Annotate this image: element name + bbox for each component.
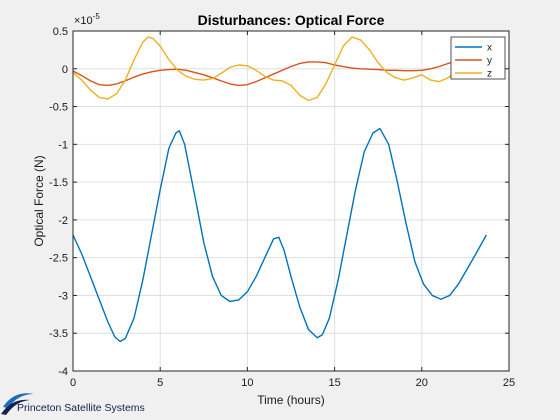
y-tick-label: -2.5 [49,253,68,265]
legend-label-y: y [487,56,492,67]
series-line-x [72,127,487,343]
y-tick-label: -4 [58,366,68,378]
y-tick-label: -3 [58,290,68,302]
x-tick-label: 5 [157,377,163,389]
company-logo: Princeton Satellite Systems [1,393,145,415]
y-axis-label: Optical Force (N) [32,155,46,246]
x-tick-label: 20 [416,377,428,389]
legend-label-z: z [487,69,492,80]
x-axis-label: Time (hours) [257,393,325,407]
series-layer [72,36,487,343]
series-line-z [72,36,487,102]
legend-box [450,36,506,80]
y-axis-exponent-label: ×10-5 [74,12,100,27]
y-tick-label: -1.5 [49,177,68,189]
x-tick-label: 25 [503,377,515,389]
y-ticks: 0.5 0 -0.5 -1 -1.5 -2 -2.5 -3 -3.5 -4 [49,26,509,378]
axes-box [72,30,510,372]
y-axis-exponent-base: ×10 [74,15,93,27]
x-tick-label: 10 [241,377,253,389]
y-axis-exponent-power: -5 [93,12,101,21]
y-tick-label: 0.5 [53,26,68,38]
y-tick-label: -1 [58,139,68,151]
plot-area [73,31,509,371]
y-tick-label: 0 [62,64,68,76]
x-tick-label: 0 [70,377,76,389]
logo-swoosh-dark-icon [1,399,30,415]
logo-text: Princeton Satellite Systems [17,402,145,414]
series-line-y [72,59,487,87]
legend-items: xyz [455,43,492,80]
x-ticks: 0 5 10 15 20 25 [70,31,515,389]
legend-label-x: x [487,43,492,54]
y-tick-label: -3.5 [49,328,68,340]
y-tick-label: -0.5 [49,102,68,114]
legend[interactable]: xyz [450,36,506,80]
chart-title: Disturbances: Optical Force [198,12,385,28]
y-tick-label: -2 [58,215,68,227]
x-tick-label: 15 [328,377,340,389]
